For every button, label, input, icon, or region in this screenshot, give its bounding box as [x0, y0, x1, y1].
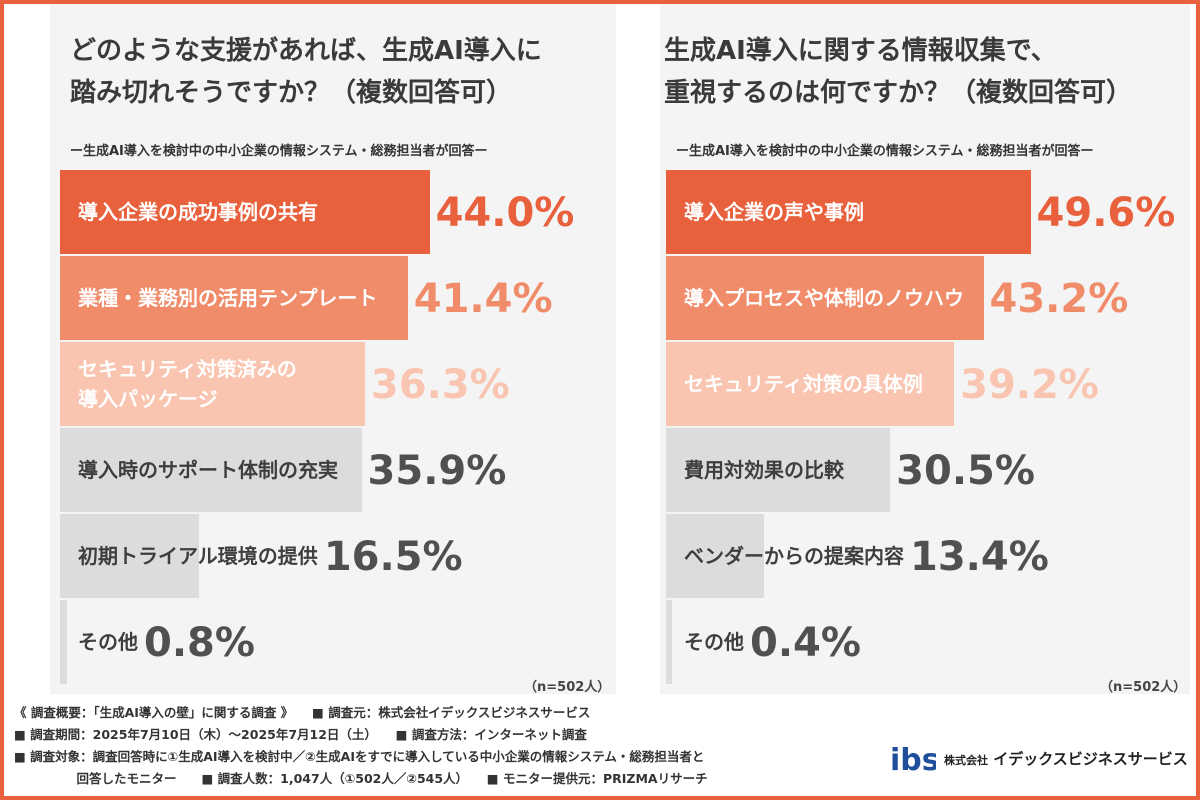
bar-value-label: 16.5% [323, 534, 463, 580]
bar [666, 514, 765, 598]
bar [60, 170, 430, 254]
right-title-line1: 生成AI導入に関する情報収集で、 [664, 36, 1057, 66]
bar-label-line: その他 [684, 630, 744, 654]
footer-survey-count: 回答したモニター ■ 調査人数：1,047人（①502人／②545人） ■ モニ… [14, 771, 708, 786]
bar-label: 初期トライアル環境の提供 [78, 541, 318, 571]
right-sample-size: （n=502人） [1100, 680, 1187, 695]
bar-label-line: 費用対効果の比較 [684, 458, 844, 482]
footer-survey-period: ■ 調査期間：2025年7月10日（木）～2025年7月12日（土） ■ 調査方… [14, 727, 587, 742]
bar [666, 256, 984, 340]
bar-label-line: ベンダーからの提案内容 [684, 544, 904, 568]
bar-label: 費用対効果の比較 [684, 455, 844, 485]
bar-label-line: 業種・業務別の活用テンプレート [78, 286, 378, 310]
bar-label: その他 [78, 627, 138, 657]
bar-label: セキュリティ対策の具体例 [684, 369, 923, 399]
company-name-text: イデックスビジネスサービス [993, 750, 1188, 768]
bar-label: 導入企業の成功事例の共有 [78, 197, 318, 227]
bar-label: 導入プロセスや体制のノウハウ [684, 283, 964, 313]
bar-value-label: 41.4% [413, 276, 553, 322]
bar [666, 342, 955, 426]
bar-label-line: その他 [78, 630, 138, 654]
bar-value-label: 44.0% [435, 190, 575, 236]
left-subtitle: ー生成AI導入を検討中の中小企業の情報システム・総務担当者が回答ー [70, 144, 488, 159]
bar-value-label: 30.5% [896, 448, 1035, 494]
bar-value-label: 0.4% [750, 620, 861, 666]
left-title-line1: どのような支援があれば、生成AI導入に [70, 36, 542, 66]
bar-label: ベンダーからの提案内容 [684, 541, 904, 571]
bar-value-label: 0.8% [144, 620, 255, 666]
footer-survey-target: ■ 調査対象：調査回答時に①生成AI導入を検討中／②生成AIをすでに導入している… [14, 749, 705, 764]
bar-label-line: 導入パッケージ [78, 387, 218, 411]
bar-label-line: 初期トライアル環境の提供 [78, 544, 318, 568]
bar-label-line: セキュリティ対策済みの [78, 357, 297, 381]
ibs-logo-text: ibs [890, 743, 936, 776]
bar [666, 170, 1031, 254]
bar [666, 428, 891, 512]
bar-value-label: 35.9% [367, 448, 507, 494]
bar-label-line: 導入企業の成功事例の共有 [78, 200, 318, 224]
infographic-frame: どのような支援があれば、生成AI導入に 踏み切れそうですか？（複数回答可） ー生… [4, 4, 1196, 796]
footer-survey-overview: 《 調査概要：「生成AI導入の壁」に関する調査 》 ■ 調査元：株式会社イデック… [14, 705, 591, 720]
bar-value-label: 13.4% [910, 534, 1049, 580]
bar-value-label: 36.3% [370, 362, 510, 408]
company-prefix: 株式会社 [944, 754, 988, 767]
bar [60, 514, 199, 598]
bar [60, 600, 67, 684]
right-title-line2: 重視するのは何ですか？（複数回答可） [664, 78, 1133, 108]
bar-label: 導入企業の声や事例 [684, 197, 864, 227]
bar [60, 428, 362, 512]
left-title-line2: 踏み切れそうですか？（複数回答可） [70, 78, 513, 108]
right-subtitle: ー生成AI導入を検討中の中小企業の情報システム・総務担当者が回答ー [676, 144, 1094, 159]
left-sample-size: （n=502人） [524, 680, 611, 695]
bar-label-line: 導入企業の声や事例 [684, 200, 864, 224]
bar-label-line: 導入時のサポート体制の充実 [78, 458, 338, 482]
bar [60, 342, 365, 426]
bar [60, 256, 408, 340]
company-name: 株式会社 イデックスビジネスサービス [944, 748, 1188, 769]
bar-value-label: 49.6% [1036, 190, 1176, 236]
bar-value-label: 43.2% [989, 276, 1129, 322]
bar-label-line: セキュリティ対策の具体例 [684, 372, 923, 396]
ibs-logo: ibs [890, 743, 936, 776]
bar-label: 業種・業務別の活用テンプレート [78, 283, 377, 313]
bar-label-line: 導入プロセスや体制のノウハウ [684, 286, 964, 310]
bar-value-label: 39.2% [960, 362, 1099, 408]
bar-label: 導入時のサポート体制の充実 [78, 455, 338, 485]
bar [666, 600, 672, 684]
bar-label: セキュリティ対策済みの 導入パッケージ [78, 354, 297, 414]
bar-label: その他 [684, 627, 744, 657]
